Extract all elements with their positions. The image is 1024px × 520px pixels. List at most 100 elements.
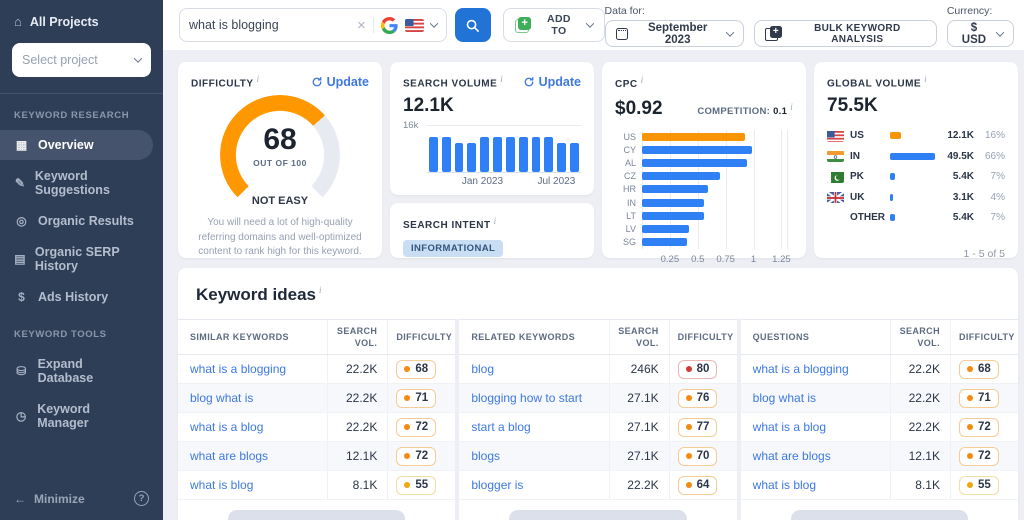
search-volume-cell: 12.1K: [327, 442, 387, 471]
keyword-link[interactable]: blog: [471, 362, 495, 377]
keyword-link[interactable]: start a blog: [471, 420, 531, 435]
keyword-link[interactable]: blogs: [471, 449, 501, 464]
keyword-link[interactable]: what is a blogging: [752, 362, 849, 377]
clear-icon[interactable]: ×: [357, 16, 366, 34]
keyword-link[interactable]: blog what is: [752, 391, 817, 406]
search-button[interactable]: [454, 8, 491, 42]
sidebar: ⌂ All Projects Select project KEYWORD RE…: [0, 0, 163, 520]
search-input[interactable]: [189, 18, 350, 32]
table-header-row: QUESTIONS SEARCH VOL. DIFFICULTY: [740, 319, 1018, 356]
all-projects-link[interactable]: ⌂ All Projects: [0, 0, 163, 39]
keyword-ideas-title: Keyword ideas i: [196, 285, 322, 304]
search-volume-cell: 22.2K: [889, 384, 950, 413]
volume-bar: [544, 136, 554, 173]
sidebar-item-keyword-manager[interactable]: ◷ Keyword Manager: [0, 394, 153, 438]
view-more-button[interactable]: [509, 510, 687, 520]
view-more-button[interactable]: [790, 510, 969, 520]
cpc-row: HR: [615, 183, 793, 196]
sidebar-item-overview[interactable]: ▦ Overview: [0, 130, 153, 160]
sidebar-item-organic-serp-history[interactable]: ▤ Organic SERP History: [0, 237, 153, 281]
column-header[interactable]: DIFFICULTY: [668, 320, 737, 355]
info-icon[interactable]: i: [790, 101, 793, 112]
cpc-x-axis: 0.25 0.5 0.75 1 1.25: [642, 249, 791, 265]
keyword-link[interactable]: what are blogs: [190, 449, 269, 464]
keyword-link[interactable]: what is blog: [190, 478, 254, 493]
cpc-row: LT: [615, 209, 793, 222]
country-percent: 7%: [990, 171, 1005, 183]
info-icon[interactable]: i: [319, 285, 322, 296]
column-header[interactable]: QUESTIONS: [752, 332, 810, 343]
keyword-link[interactable]: blog what is: [190, 391, 254, 406]
search-volume-cell: 22.2K: [608, 471, 669, 500]
difficulty-badge: 68: [396, 359, 437, 379]
search-volume-cell: 22.2K: [327, 413, 387, 442]
chevron-down-icon[interactable]: [429, 19, 439, 28]
bulk-keyword-analysis-button[interactable]: BULK KEYWORD ANALYSIS: [754, 20, 937, 47]
difficulty-badge: 55: [958, 475, 999, 495]
divider: [372, 17, 374, 33]
main-content: DIFFICULTY i Update 68 OUT OF 100 NOT EAS…: [163, 50, 1024, 520]
keyword-link[interactable]: what are blogs: [752, 449, 831, 464]
info-icon[interactable]: i: [500, 74, 504, 84]
volume-bar: [441, 136, 451, 173]
cpc-row: AL: [615, 156, 793, 169]
country-code: IN: [850, 150, 860, 162]
keyword-link[interactable]: blogger is: [471, 478, 524, 493]
difficulty-badge: 64: [677, 475, 718, 495]
difficulty-dot-icon: [966, 424, 973, 431]
search-volume-cell: 246K: [608, 355, 669, 384]
difficulty-dot-icon: [685, 366, 692, 373]
info-icon[interactable]: i: [640, 74, 644, 85]
sidebar-item-organic-results[interactable]: ◎ Organic Results: [0, 206, 153, 236]
currency-selector[interactable]: $ USD: [946, 20, 1014, 47]
difficulty-update-button[interactable]: Update: [311, 75, 369, 89]
column-header[interactable]: RELATED KEYWORDS: [471, 332, 576, 343]
x-tick-label: 1: [750, 253, 757, 265]
cpc-row: US: [615, 130, 793, 143]
search-volume-cell: 27.1K: [608, 384, 669, 413]
cpc-row: CY: [615, 143, 793, 156]
sidebar-item-ads-history[interactable]: $ Ads History: [0, 282, 153, 312]
help-icon[interactable]: ?: [134, 491, 149, 506]
column-header[interactable]: SIMILAR KEYWORDS: [190, 332, 289, 343]
search-volume-cell: 22.2K: [889, 355, 950, 384]
add-to-button[interactable]: ADD TO: [502, 8, 605, 42]
arrow-left-icon: ←: [14, 491, 26, 506]
sidebar-item-expand-database[interactable]: ⛁ Expand Database: [0, 349, 153, 393]
volume-bar: [493, 136, 502, 173]
info-icon[interactable]: i: [924, 74, 928, 84]
keyword-search-box: ×: [179, 8, 447, 42]
no-flag-icon: [827, 212, 844, 224]
difficulty-dot-icon: [966, 453, 973, 460]
chevron-down-icon: [726, 27, 735, 37]
cpc-row: IN: [615, 196, 793, 209]
column-header[interactable]: DIFFICULTY: [949, 320, 1018, 355]
view-more-button[interactable]: [227, 510, 406, 520]
info-icon[interactable]: i: [493, 215, 497, 226]
sidebar-item-keyword-suggestions[interactable]: ✎ Keyword Suggestions: [0, 161, 153, 205]
country-volume: 49.5K: [947, 150, 974, 162]
keyword-link[interactable]: what is a blog: [190, 420, 264, 435]
column-header[interactable]: SEARCH VOL.: [889, 320, 950, 355]
volume-share-bar: [890, 214, 895, 222]
project-selector[interactable]: Select project: [12, 43, 151, 77]
keyword-group-questions: QUESTIONS SEARCH VOL. DIFFICULTY what is a …: [740, 319, 1018, 520]
column-header[interactable]: DIFFICULTY: [387, 320, 455, 355]
table-row: blogger is 22.2K 64: [459, 471, 737, 501]
keyword-link[interactable]: blogging how to start: [471, 391, 583, 406]
keyword-link[interactable]: what is a blogging: [190, 362, 287, 377]
country-volume: 3.1K: [952, 191, 974, 203]
info-icon[interactable]: i: [256, 74, 260, 84]
date-selector[interactable]: September 2023: [604, 20, 745, 47]
volume-update-button[interactable]: Update: [523, 75, 581, 89]
keyword-link[interactable]: what is a blog: [752, 420, 827, 435]
column-header[interactable]: SEARCH VOL.: [327, 320, 387, 355]
search-volume-cell: 8.1K: [327, 471, 387, 500]
keyword-link[interactable]: what is blog: [752, 478, 817, 493]
database-icon: ⛁: [16, 364, 27, 378]
country-code-label: AL: [624, 157, 636, 168]
minimize-button[interactable]: ← Minimize: [14, 491, 85, 506]
x-tick-label: 0.5: [691, 253, 705, 265]
country-code: US: [850, 130, 864, 142]
column-header[interactable]: SEARCH VOL.: [608, 320, 669, 355]
